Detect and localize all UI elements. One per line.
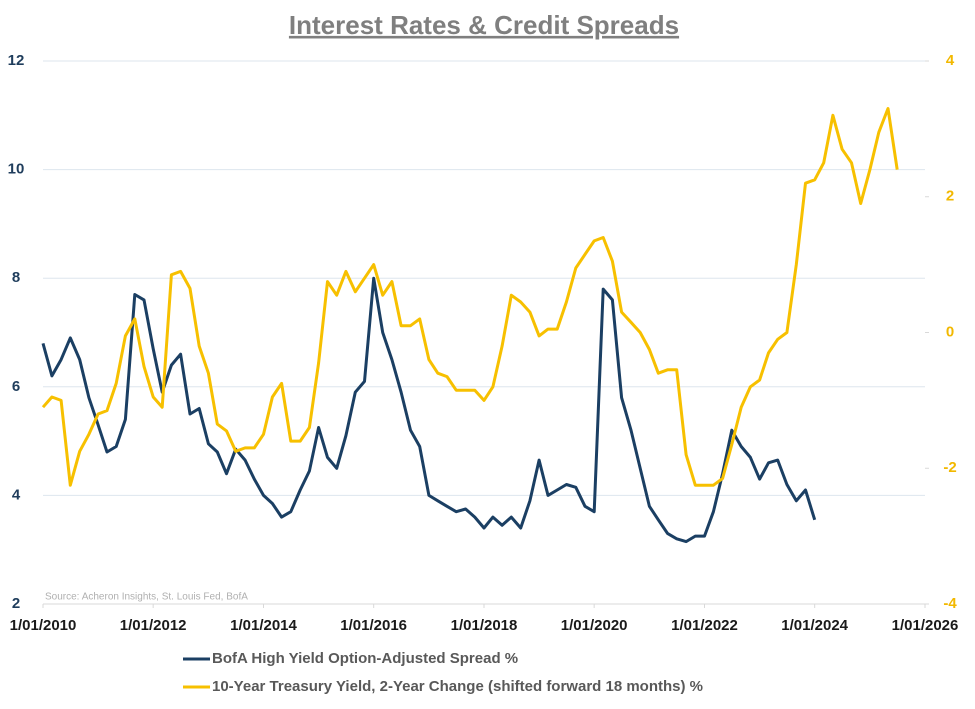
legend-label: 10-Year Treasury Yield, 2-Year Change (s… [212,678,703,695]
y2-tick-label: 2 [946,188,954,205]
y2-tick-label: -4 [943,595,957,612]
x-tick-label: 1/01/2024 [781,617,848,634]
chart-title: Interest Rates & Credit Spreads [289,10,679,40]
x-tick-label: 1/01/2012 [120,617,187,634]
x-tick-label: 1/01/2010 [10,617,77,634]
x-tick-label: 1/01/2020 [561,617,628,634]
y-tick-label: 10 [8,161,25,178]
x-tick-label: 1/01/2022 [671,617,738,634]
series-line [41,107,899,487]
y-tick-label: 8 [12,269,20,286]
series-line [41,276,817,544]
y2-tick-label: -2 [943,459,956,476]
x-tick-label: 1/01/2026 [892,617,959,634]
source-note: Source: Acheron Insights, St. Louis Fed,… [45,592,248,603]
y2-tick-label: 4 [946,52,955,69]
y-tick-label: 2 [12,595,20,612]
x-tick-label: 1/01/2018 [451,617,518,634]
legend-label: BofA High Yield Option-Adjusted Spread % [212,650,518,667]
y2-tick-label: 0 [946,323,954,340]
y-tick-label: 6 [12,378,20,395]
y-tick-label: 12 [8,52,25,69]
grid [43,60,925,605]
x-tick-label: 1/01/2016 [340,617,407,634]
y-tick-label: 4 [12,486,21,503]
x-tick-label: 1/01/2014 [230,617,297,634]
